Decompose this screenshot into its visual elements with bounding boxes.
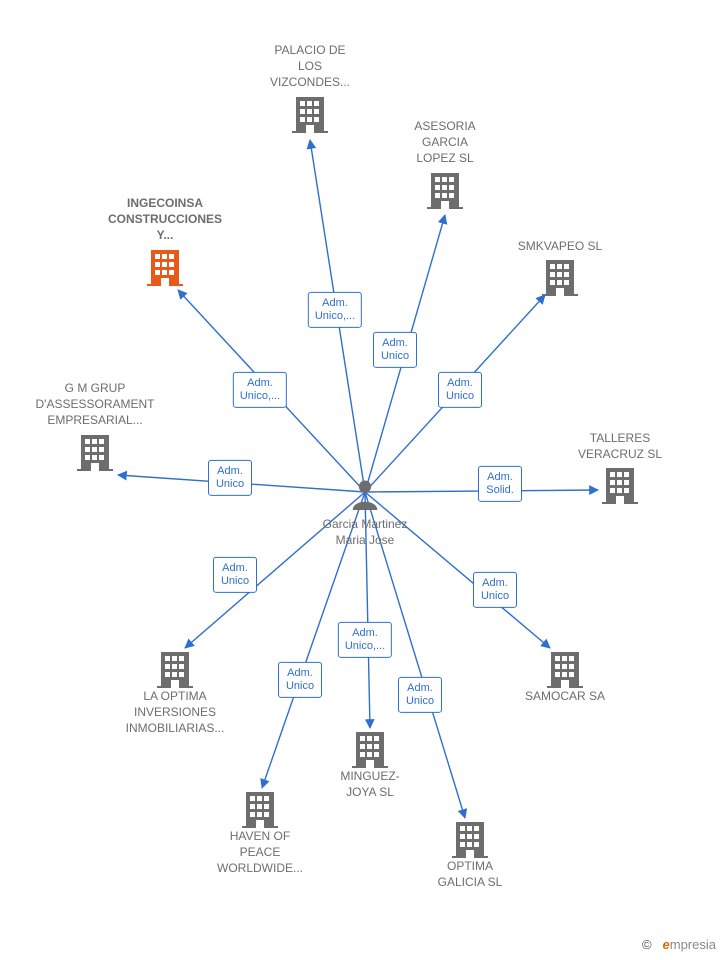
edge-label: Adm. Unico,... (308, 292, 362, 328)
building-icon (602, 466, 638, 504)
company-node-talleres[interactable]: TALLERES VERACRUZ SL (550, 430, 690, 504)
company-node-laoptima[interactable]: LA OPTIMA INVERSIONES INMOBILIARIAS... (105, 650, 245, 741)
company-node-asesoria[interactable]: ASESORIA GARCIA LOPEZ SL (375, 118, 515, 209)
building-icon (147, 248, 183, 286)
company-label: TALLERES VERACRUZ SL (550, 430, 690, 462)
building-icon (427, 171, 463, 209)
building-icon (242, 790, 278, 828)
company-node-haven[interactable]: HAVEN OF PEACE WORLDWIDE... (190, 790, 330, 881)
company-label: ASESORIA GARCIA LOPEZ SL (375, 118, 515, 167)
edge-label: Adm. Solid. (478, 466, 522, 502)
company-node-samocar[interactable]: SAMOCAR SA (495, 650, 635, 708)
center-label: Garcia Martinez Maria Jose (310, 516, 420, 548)
edge-label: Adm. Unico (473, 572, 517, 608)
edge-label: Adm. Unico (213, 557, 257, 593)
person-icon (350, 478, 380, 510)
company-node-optima[interactable]: OPTIMA GALICIA SL (400, 820, 540, 894)
company-label: SAMOCAR SA (495, 688, 635, 704)
building-icon (547, 650, 583, 688)
edge-label: Adm. Unico (278, 662, 322, 698)
edge-label: Adm. Unico (208, 460, 252, 496)
company-label: HAVEN OF PEACE WORLDWIDE... (190, 828, 330, 877)
company-label: OPTIMA GALICIA SL (400, 858, 540, 890)
company-label: LA OPTIMA INVERSIONES INMOBILIARIAS... (105, 688, 245, 737)
copyright: © empresia (642, 937, 716, 952)
building-icon (292, 95, 328, 133)
center-person-node[interactable]: Garcia Martinez Maria Jose (310, 478, 420, 548)
building-icon (452, 820, 488, 858)
company-label: SMKVAPEO SL (490, 238, 630, 254)
building-icon (542, 258, 578, 296)
edge-label: Adm. Unico (438, 372, 482, 408)
edge-label: Adm. Unico,... (233, 372, 287, 408)
brand-rest: mpresia (670, 937, 716, 952)
diagram-canvas: PALACIO DE LOS VIZCONDES... ASESORIA GAR… (0, 0, 728, 960)
edge-label: Adm. Unico (398, 677, 442, 713)
company-label: INGECOINSA CONSTRUCCIONES Y... (95, 195, 235, 244)
copyright-symbol: © (642, 937, 652, 952)
brand-e: e (663, 937, 670, 952)
edge-label: Adm. Unico (373, 332, 417, 368)
company-label: PALACIO DE LOS VIZCONDES... (240, 42, 380, 91)
company-node-ingecoinsa[interactable]: INGECOINSA CONSTRUCCIONES Y... (95, 195, 235, 286)
edge-label: Adm. Unico,... (338, 622, 392, 658)
company-node-gmgrup[interactable]: G M GRUP D'ASSESSORAMENT EMPRESARIAL... (25, 380, 165, 471)
building-icon (157, 650, 193, 688)
company-label: G M GRUP D'ASSESSORAMENT EMPRESARIAL... (25, 380, 165, 429)
building-icon (352, 730, 388, 768)
building-icon (77, 433, 113, 471)
company-node-palacio[interactable]: PALACIO DE LOS VIZCONDES... (240, 42, 380, 133)
company-node-smkvapeo[interactable]: SMKVAPEO SL (490, 238, 630, 296)
